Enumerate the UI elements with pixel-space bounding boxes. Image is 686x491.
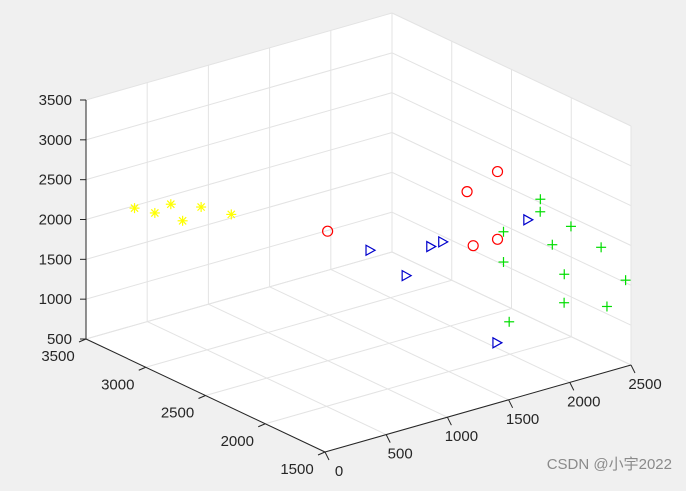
x-tick-label: 2500: [628, 376, 661, 393]
data-point-star: [165, 199, 176, 210]
data-point-star: [177, 215, 188, 226]
grid-line-y-floor: [205, 308, 512, 396]
grid-line-z-back: [85, 171, 393, 260]
data-point-plus: [559, 269, 570, 280]
x-tick-mark: [508, 399, 514, 409]
circle-marker: [491, 165, 504, 178]
z-tick-label: 500: [47, 331, 72, 348]
grid-line-y-floor: [265, 336, 572, 425]
data-point-triangle-right: [438, 235, 449, 248]
data-point-star: [226, 209, 237, 220]
grid-line-z-back: [85, 52, 393, 141]
y-tick-mark: [317, 451, 326, 456]
z-tick-label: 2500: [39, 172, 72, 189]
y-tick-label: 3500: [41, 348, 74, 365]
z-tick-label: 1000: [39, 291, 72, 308]
data-point-plus: [620, 275, 631, 286]
grid-line-z-side: [391, 251, 632, 366]
data-point-triangle-right: [426, 240, 438, 253]
data-point-star: [149, 207, 160, 218]
z-tick-label: 3000: [39, 132, 72, 149]
axes-panes: [86, 13, 631, 452]
circle-marker: [467, 240, 479, 252]
x-tick-label: 1500: [506, 411, 539, 428]
data-point-plus: [535, 194, 546, 205]
circle-marker: [461, 186, 473, 198]
data-point-triangle-right: [365, 244, 377, 257]
tick-labels: 0 500 1000 1500 2000 2500 1500 2000 2500 3000 3500…: [39, 92, 662, 480]
y-tick-label: 2500: [161, 405, 194, 422]
y-tick-mark: [258, 423, 266, 428]
data-point-circle: [467, 240, 479, 252]
triangle-marker: [365, 244, 377, 257]
star-marker-d2: [178, 216, 187, 225]
circle-marker: [491, 233, 504, 245]
triangle-marker: [492, 336, 504, 349]
grid-line-z-side: [391, 132, 632, 246]
watermark-text: CSDN @小宇2022: [546, 456, 672, 473]
triangle-marker: [523, 213, 535, 226]
x-tick-mark: [324, 451, 330, 461]
data-point-triangle-right: [401, 269, 413, 282]
data-point-plus: [504, 316, 515, 327]
grid-line-y-floor: [145, 279, 452, 368]
x-axis-line: [324, 364, 632, 453]
z-tick-label: 1500: [39, 251, 72, 268]
x-tick-label: 1000: [445, 428, 478, 445]
data-point-triangle-right: [492, 336, 504, 349]
data-point-star: [196, 202, 207, 213]
x-tick-mark: [569, 382, 575, 391]
y-tick-label: 3000: [101, 376, 134, 393]
x-tick-label: 0: [335, 463, 343, 480]
data-point-plus: [498, 226, 509, 237]
star-marker-d2: [150, 208, 159, 217]
grid-line-z-side: [391, 211, 632, 326]
y-tick-mark: [198, 395, 206, 399]
data-point-plus: [565, 221, 576, 232]
data-point-circle: [491, 165, 504, 178]
y-tick-label: 2000: [221, 433, 254, 450]
x-tick-mark: [385, 434, 391, 443]
triangle-marker: [426, 240, 438, 253]
star-marker-d2: [130, 204, 139, 213]
data-point-plus: [596, 242, 607, 253]
x-tick-label: 2000: [567, 393, 600, 410]
x-tick-mark: [630, 364, 636, 374]
data-point-triangle-right: [523, 213, 535, 226]
axis-lines: [78, 99, 636, 461]
grid-line-z-back: [85, 92, 393, 181]
grid-line-z-side: [391, 92, 632, 207]
star-marker-d2: [227, 210, 236, 219]
star-marker-d2: [166, 200, 175, 209]
data-point-plus: [601, 301, 612, 312]
star-marker-d2: [197, 203, 206, 212]
x-tick-mark: [446, 416, 452, 426]
grid-line-z-back: [85, 251, 393, 340]
data-point-plus: [559, 297, 570, 308]
y-tick-label: 1500: [280, 461, 313, 478]
triangle-marker: [401, 269, 413, 282]
data-point-circle: [491, 233, 504, 245]
grid-line-z-side: [391, 52, 632, 167]
data-markers: [129, 165, 631, 349]
data-point-star: [129, 203, 140, 214]
circle-marker: [322, 225, 334, 237]
x-tick-label: 500: [388, 446, 413, 463]
z-tick-label: 2000: [39, 212, 72, 229]
data-point-plus: [547, 239, 558, 250]
grid-line-z-back: [85, 12, 393, 101]
grid-line-z-side: [391, 12, 632, 127]
triangle-marker: [438, 235, 449, 248]
data-point-plus: [535, 206, 546, 217]
data-point-plus: [498, 257, 509, 268]
grid-line-z-side: [391, 171, 632, 286]
grid-line-z-back: [85, 211, 393, 300]
y-tick-mark: [138, 366, 146, 371]
z-tick-label: 3500: [39, 92, 72, 109]
data-point-circle: [461, 186, 473, 198]
data-point-circle: [322, 225, 334, 237]
